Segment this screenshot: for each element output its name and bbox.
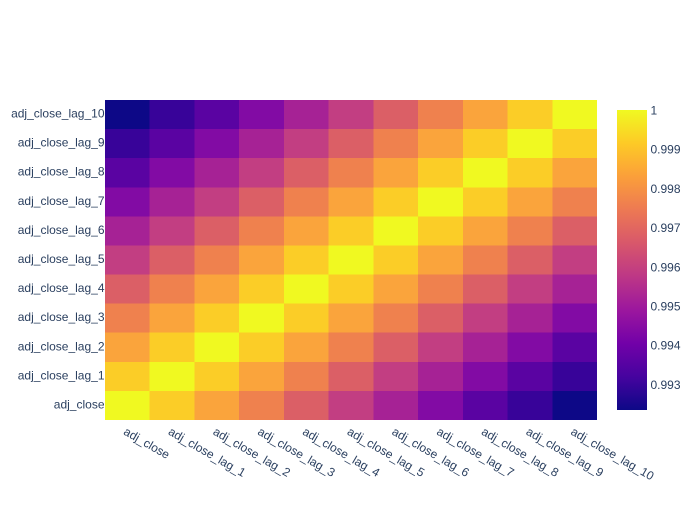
svg-text:adj_close_lag_2: adj_close_lag_2 xyxy=(18,339,105,353)
svg-text:0.993: 0.993 xyxy=(651,378,681,392)
svg-text:adj_close_lag_10: adj_close_lag_10 xyxy=(11,107,105,121)
svg-text:adj_close_lag_7: adj_close_lag_7 xyxy=(18,194,105,208)
svg-text:adj_close_lag_8: adj_close_lag_8 xyxy=(18,165,105,179)
svg-text:adj_close_lag_4: adj_close_lag_4 xyxy=(18,281,105,295)
svg-text:adj_close_lag_5: adj_close_lag_5 xyxy=(18,252,105,266)
svg-text:adj_close_lag_9: adj_close_lag_9 xyxy=(18,136,105,150)
svg-text:0.999: 0.999 xyxy=(651,143,681,157)
svg-text:adj_close_lag_3: adj_close_lag_3 xyxy=(18,310,105,324)
svg-text:adj_close_lag_1: adj_close_lag_1 xyxy=(18,368,105,382)
svg-text:1: 1 xyxy=(651,104,658,118)
svg-text:adj_close: adj_close xyxy=(54,398,105,412)
svg-text:0.997: 0.997 xyxy=(651,221,681,235)
svg-text:0.995: 0.995 xyxy=(651,300,681,314)
svg-text:0.998: 0.998 xyxy=(651,182,681,196)
svg-text:adj_close_lag_6: adj_close_lag_6 xyxy=(18,223,105,237)
svg-text:0.994: 0.994 xyxy=(651,339,681,353)
svg-text:0.996: 0.996 xyxy=(651,260,681,274)
